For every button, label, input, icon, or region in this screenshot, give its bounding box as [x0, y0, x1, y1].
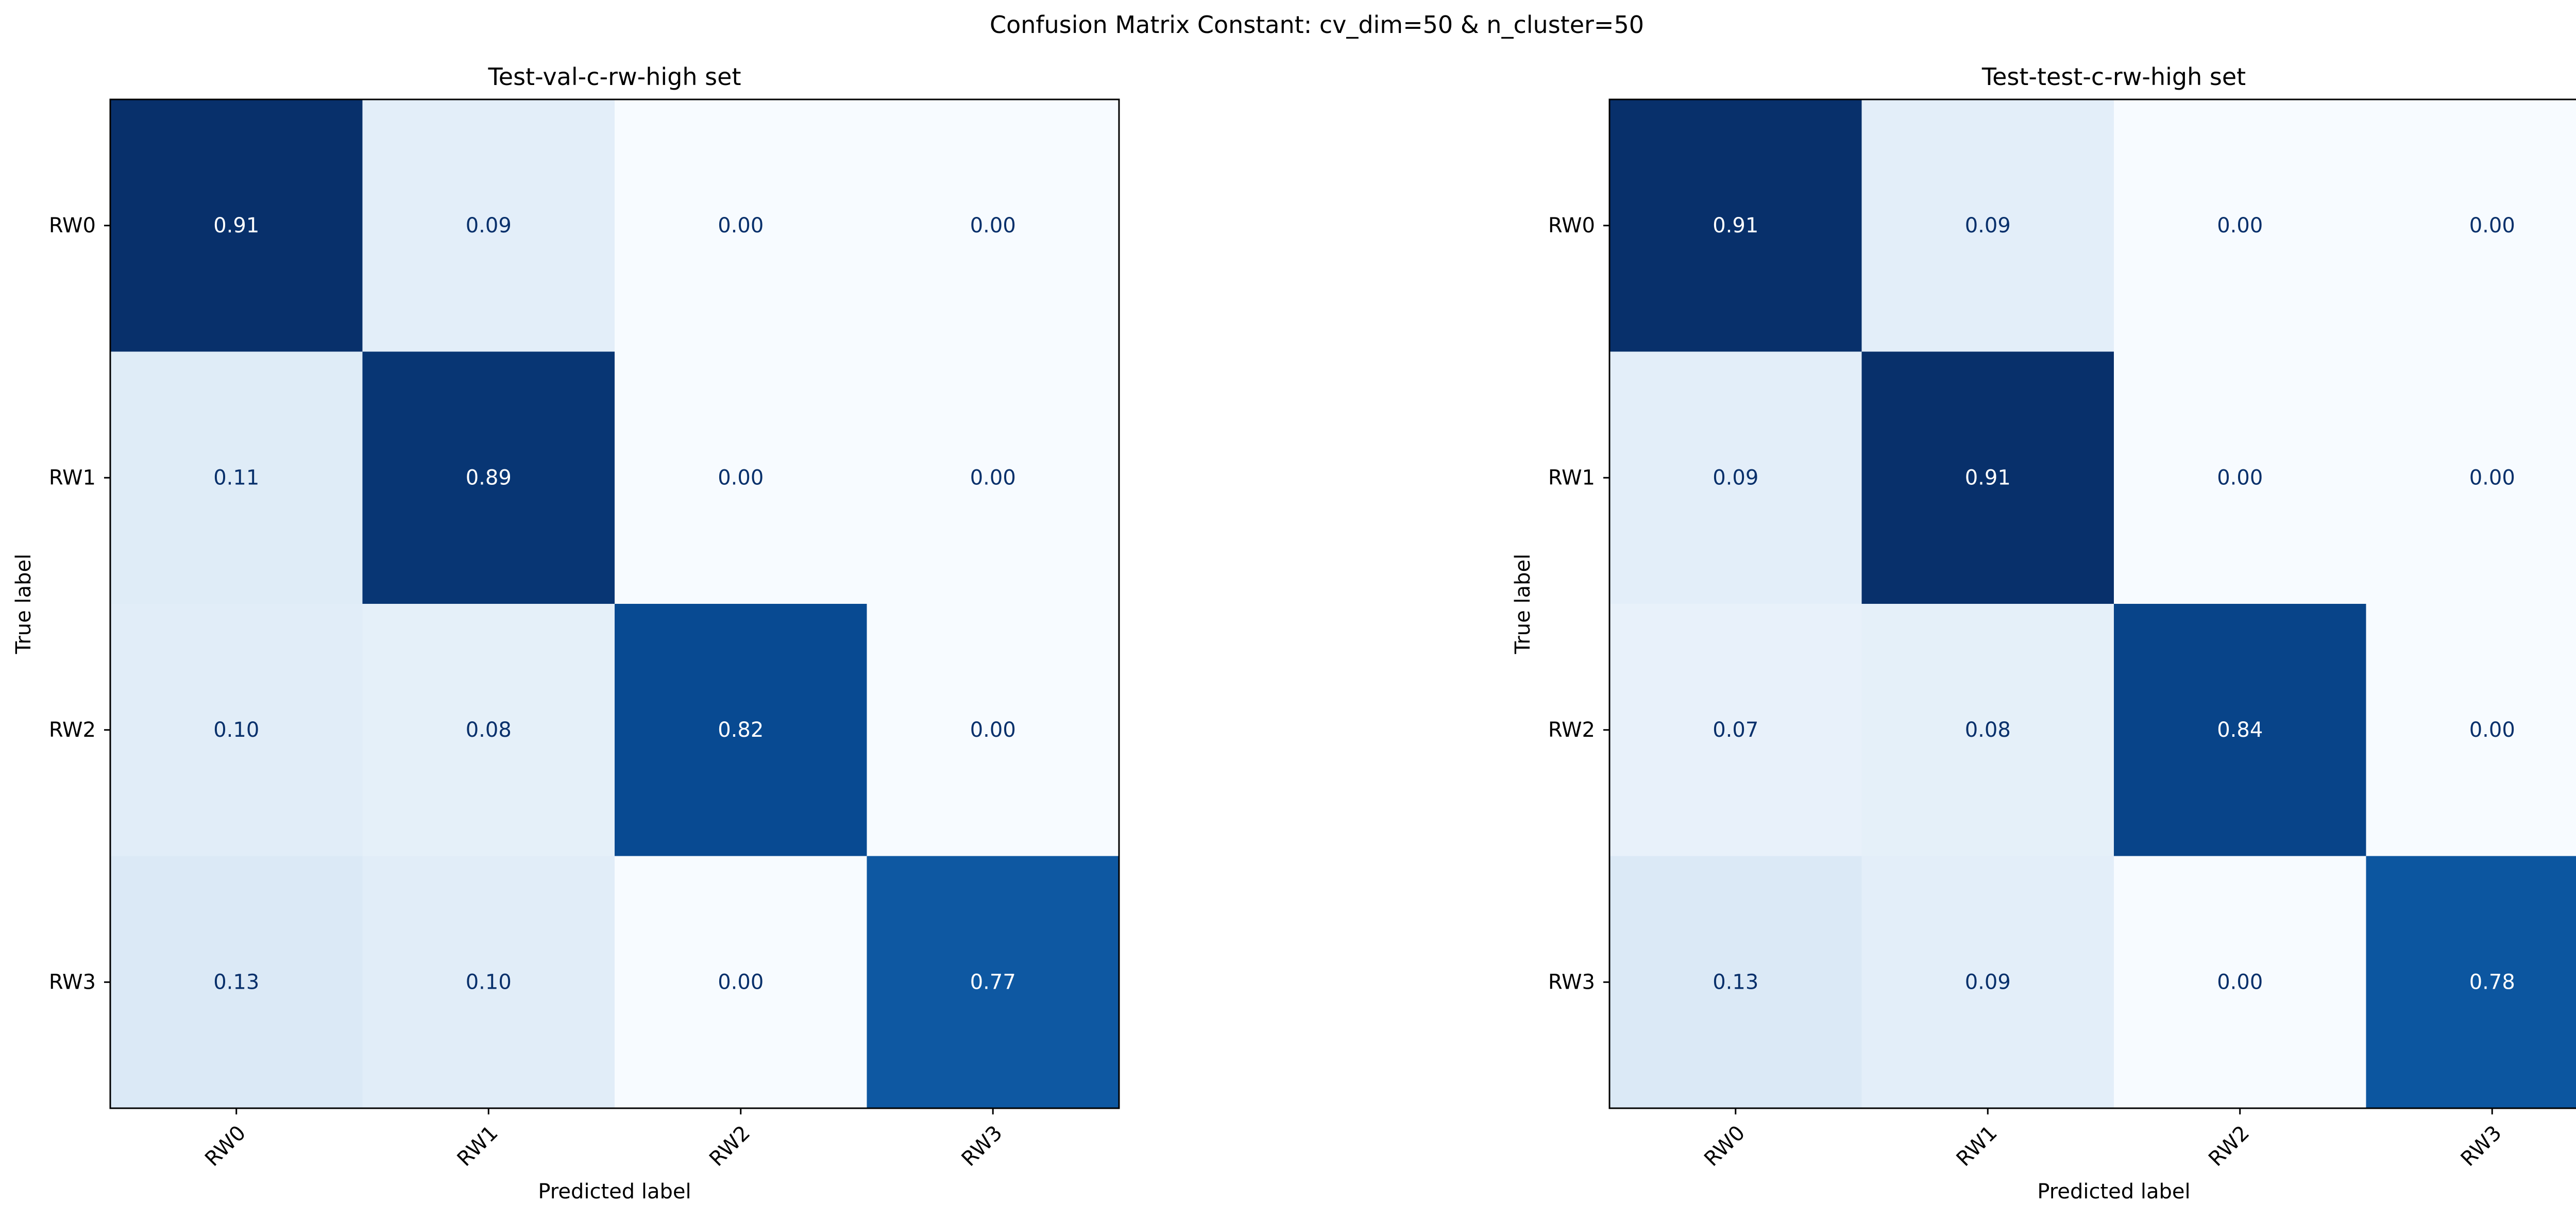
cell-value-label: 0.09 — [1713, 466, 1758, 489]
heatmap-cell — [615, 351, 867, 604]
cell-value-label: 0.10 — [466, 970, 512, 994]
cell-value-label: 0.00 — [718, 214, 764, 238]
cell-value-label: 0.84 — [2217, 718, 2263, 742]
axes-frame — [1608, 98, 2576, 1109]
cell-value-label: 0.00 — [2217, 466, 2263, 489]
subplot-title: Test-val-c-rw-high set — [488, 63, 741, 91]
heatmap-cell — [2366, 351, 2576, 604]
x-axis-label: Predicted label — [2037, 1180, 2190, 1204]
y-axis-label: True label — [1511, 554, 1535, 654]
heatmap-cell — [1861, 856, 2114, 1109]
cell-value-label: 0.00 — [2469, 466, 2515, 489]
heatmap-cell — [867, 856, 1120, 1109]
heatmap-cell — [2114, 856, 2366, 1109]
cell-value-label: 0.08 — [1965, 718, 2011, 742]
heatmap-cell — [1609, 856, 1862, 1109]
cell-value-label: 0.00 — [970, 718, 1016, 742]
y-tick-label: RW0 — [1548, 214, 1595, 238]
heatmap-cell — [2366, 604, 2576, 856]
heatmap-cell — [615, 604, 867, 856]
cell-value-label: 0.09 — [1965, 214, 2011, 238]
x-tick-label: RW2 — [2204, 1121, 2254, 1171]
cell-value-label: 0.13 — [213, 970, 259, 994]
x-tick-label: RW0 — [200, 1121, 250, 1171]
cell-value-label: 0.11 — [213, 466, 259, 489]
heatmap-cell — [1861, 604, 2114, 856]
x-tick-label: RW2 — [705, 1121, 755, 1171]
x-tick-label: RW3 — [957, 1121, 1007, 1171]
y-tick-label: RW2 — [1548, 718, 1595, 742]
y-axis-label: True label — [12, 554, 36, 654]
cell-value-label: 0.00 — [2469, 718, 2515, 742]
cell-value-label: 0.00 — [2217, 214, 2263, 238]
heatmap-cell — [110, 99, 363, 352]
heatmap-cell — [1861, 99, 2114, 352]
heatmap-cell — [1609, 351, 1862, 604]
cell-value-label: 0.09 — [1965, 970, 2011, 994]
cell-value-label: 0.07 — [1713, 718, 1758, 742]
x-axis-label: Predicted label — [538, 1180, 691, 1204]
heatmap-cell — [1609, 604, 1862, 856]
heatmap-cell — [362, 351, 615, 604]
heatmap-cell — [2366, 856, 2576, 1109]
heatmap-cell — [867, 604, 1120, 856]
cell-value-label: 0.78 — [2469, 970, 2515, 994]
cell-value-label: 0.77 — [970, 970, 1016, 994]
heatmap-cell — [110, 604, 363, 856]
axes-frame — [109, 98, 1120, 1109]
cell-value-label: 0.00 — [2217, 970, 2263, 994]
y-tick-label: RW3 — [49, 970, 96, 994]
cell-value-label: 0.00 — [2469, 214, 2515, 238]
heatmap-cell — [362, 604, 615, 856]
cell-value-label: 0.13 — [1713, 970, 1758, 994]
heatmap-cell — [110, 351, 363, 604]
heatmap-cell — [2114, 604, 2366, 856]
heatmap-cell — [615, 856, 867, 1109]
cell-value-label: 0.82 — [718, 718, 764, 742]
cell-value-label: 0.91 — [1965, 466, 2011, 489]
heatmap-cell — [362, 99, 615, 352]
x-tick-label: RW3 — [2456, 1121, 2506, 1171]
x-tick-label: RW0 — [1700, 1121, 1750, 1171]
cell-value-label: 0.00 — [718, 970, 764, 994]
heatmap-cell — [110, 856, 363, 1109]
y-tick-label: RW1 — [1548, 466, 1595, 489]
cell-value-label: 0.89 — [466, 466, 512, 489]
cell-value-label: 0.91 — [1713, 214, 1758, 238]
heatmap-cell — [1609, 99, 1862, 352]
heatmap-cell — [867, 351, 1120, 604]
x-tick-label: RW1 — [1952, 1121, 2002, 1171]
heatmap-cell — [2366, 99, 2576, 352]
cell-value-label: 0.10 — [213, 718, 259, 742]
cell-value-label: 0.09 — [466, 214, 512, 238]
y-tick-label: RW0 — [49, 214, 96, 238]
x-tick-label: RW1 — [453, 1121, 503, 1171]
heatmap-cell — [1861, 351, 2114, 604]
cell-value-label: 0.00 — [970, 466, 1016, 489]
cell-value-label: 0.00 — [970, 214, 1016, 238]
subplot-title: Test-test-c-rw-high set — [1981, 63, 2246, 91]
heatmap-cell — [867, 99, 1120, 352]
cell-value-label: 0.00 — [718, 466, 764, 489]
heatmap-cell — [362, 856, 615, 1109]
heatmap-cell — [615, 99, 867, 352]
y-tick-label: RW1 — [49, 466, 96, 489]
heatmap-cell — [2114, 351, 2366, 604]
cell-value-label: 0.91 — [213, 214, 259, 238]
cell-value-label: 0.08 — [466, 718, 512, 742]
y-tick-label: RW2 — [49, 718, 96, 742]
figure-title: Confusion Matrix Constant: cv_dim=50 & n… — [990, 11, 1644, 39]
y-tick-label: RW3 — [1548, 970, 1595, 994]
heatmap-cell — [2114, 99, 2366, 352]
